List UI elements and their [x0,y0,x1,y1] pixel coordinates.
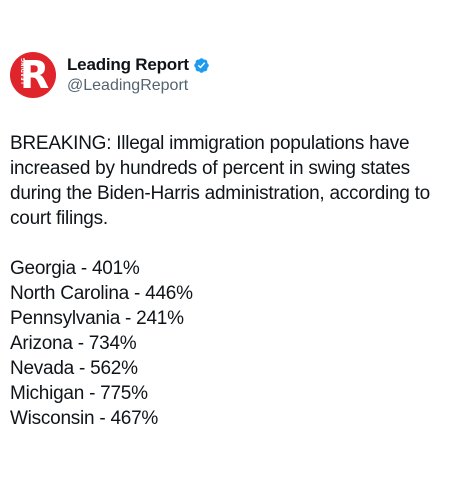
avatar[interactable]: LEADING R [10,52,56,98]
list-item: Georgia - 401% [10,258,140,279]
name-row: Leading Report [67,54,210,76]
tweet-body: BREAKING: Illegal immigration population… [10,131,440,431]
tweet-headline: BREAKING: Illegal immigration population… [10,133,430,229]
display-name[interactable]: Leading Report [67,55,189,74]
list-item: Nevada - 562% [10,358,138,379]
account-handle[interactable]: @LeadingReport [67,77,189,94]
list-item: Wisconsin - 467% [10,408,159,429]
account-identity: Leading Report @LeadingReport [67,54,210,96]
avatar-logo-letter: R [20,53,50,97]
list-item: Arizona - 734% [10,333,137,354]
list-item: North Carolina - 446% [10,283,193,304]
tweet-header: LEADING R Leading Report @LeadingReport [10,52,210,98]
state-stats-list: Georgia - 401% North Carolina - 446% Pen… [10,256,440,431]
list-item: Pennsylvania - 241% [10,308,184,329]
verified-badge-icon [194,57,209,73]
list-item: Michigan - 775% [10,383,148,404]
